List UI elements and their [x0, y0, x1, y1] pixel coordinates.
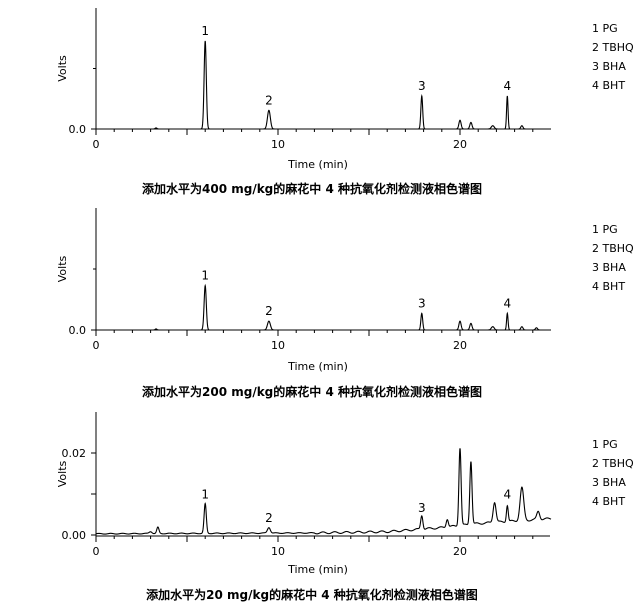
legend-entry: 2 TBHQ: [592, 457, 634, 470]
chart-title: 添加水平为200 mg/kg的麻花中 4 种抗氧化剂检测液相色谱图: [142, 384, 482, 399]
legend-entry: 1 PG: [592, 22, 618, 35]
peak-label: 3: [418, 501, 426, 515]
peak-label: 3: [418, 296, 426, 310]
peak-label: 4: [503, 296, 511, 310]
chromatogram-trace: [95, 448, 552, 535]
x-tick-label: 0: [93, 545, 100, 558]
chromatogram-trace: [96, 283, 551, 331]
chart-panel-1: 0 10 20 0.0 Volts Time (min) 1 2 3 4 1 PG 2 TBHQ 3 B…: [56, 8, 634, 196]
peak-label: 1: [201, 24, 209, 38]
y-tick-label: 0.0: [69, 123, 87, 136]
peak-label: 2: [265, 511, 273, 525]
x-tick-label: 20: [453, 339, 467, 352]
y-axis-label: Volts: [56, 55, 69, 82]
legend-entry: 4 BHT: [592, 79, 625, 92]
chart-title: 添加水平为400 mg/kg的麻花中 4 种抗氧化剂检测液相色谱图: [142, 181, 482, 196]
x-axis-label: Time (min): [287, 360, 348, 373]
x-tick-label: 10: [271, 339, 285, 352]
y-tick-label: 0.00: [62, 529, 87, 542]
y-tick-label: 0.02: [62, 447, 87, 460]
x-tick-label: 10: [271, 138, 285, 151]
y-tick-label: 0.0: [69, 324, 87, 337]
legend-entry: 1 PG: [592, 438, 618, 451]
peak-label: 4: [503, 487, 511, 501]
chart-title: 添加水平为20 mg/kg的麻花中 4 种抗氧化剂检测液相色谱图: [146, 587, 478, 602]
peak-label: 1: [201, 269, 209, 283]
legend-entry: 3 BHA: [592, 261, 626, 274]
legend-entry: 4 BHT: [592, 495, 625, 508]
y-axis-label: Volts: [56, 460, 69, 487]
peak-label: 1: [201, 487, 209, 501]
x-tick-label: 10: [271, 545, 285, 558]
peak-label: 3: [418, 79, 426, 93]
chromatogram-trace: [96, 40, 551, 130]
x-tick-label: 0: [93, 138, 100, 151]
peak-label: 4: [503, 79, 511, 93]
legend-entry: 3 BHA: [592, 60, 626, 73]
peak-label: 2: [265, 93, 273, 107]
chart-panel-2: 0 10 20 0.0 Volts Time (min) 1 2 3 4 1 PG 2 TBHQ 3 B…: [56, 208, 634, 399]
x-axis-label: Time (min): [287, 158, 348, 171]
legend-entry: 1 PG: [592, 223, 618, 236]
legend-entry: 2 TBHQ: [592, 41, 634, 54]
x-tick-label: 0: [93, 339, 100, 352]
y-axis-label: Volts: [56, 255, 69, 282]
legend-entry: 2 TBHQ: [592, 242, 634, 255]
x-axis-label: Time (min): [287, 563, 348, 576]
legend-entry: 3 BHA: [592, 476, 626, 489]
peak-label: 2: [265, 304, 273, 318]
x-tick-label: 20: [453, 138, 467, 151]
x-tick-label: 20: [453, 545, 467, 558]
legend-entry: 4 BHT: [592, 280, 625, 293]
